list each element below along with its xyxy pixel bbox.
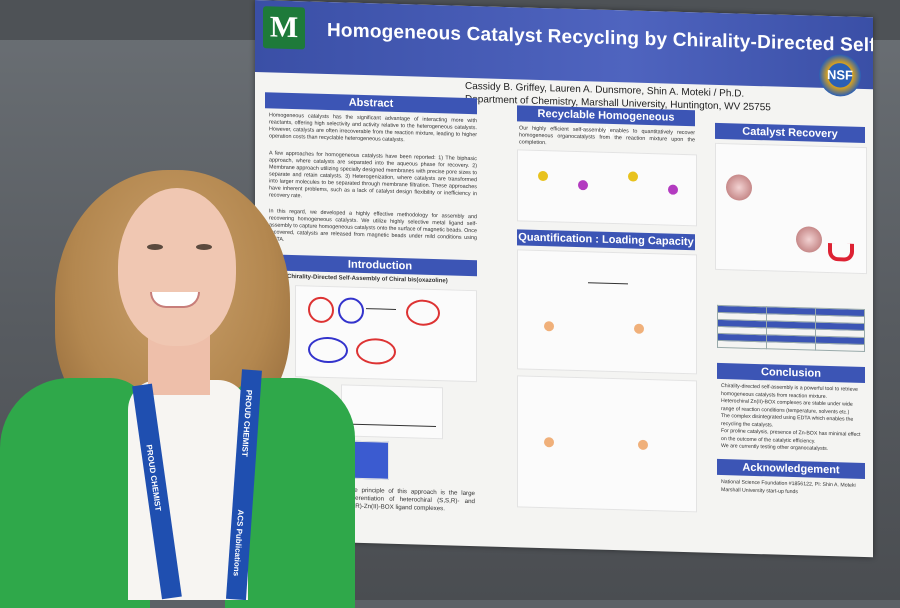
quantification-scheme-figure [517, 249, 697, 375]
recyclable-text: Our highly efficient self-assembly enabl… [519, 125, 695, 147]
intro-subtitle: Chirality-Directed Self-Assembly of Chir… [287, 273, 448, 285]
right-eye [196, 244, 212, 250]
acknowledgement-list: National Science Foundation #1856122, PI… [721, 479, 865, 498]
intro-scheme-figure [295, 285, 477, 383]
catalyst-recovery-figure [715, 142, 867, 275]
university-logo: M [263, 6, 305, 50]
lanyard-text: ACS Publications [231, 509, 246, 577]
acknowledgement-heading: Acknowledgement [717, 458, 865, 480]
nsf-logo: NSF [819, 53, 861, 97]
recovery-yield-figure [517, 375, 697, 513]
introduction-heading: Introduction [283, 254, 477, 277]
nmr-spectrum-figure [341, 384, 443, 440]
green-jacket-left [0, 378, 150, 608]
catalyst-recovery-heading: Catalyst Recovery [715, 122, 865, 144]
abstract-para-3: In this regard, we developed a highly ef… [269, 208, 477, 242]
results-table [717, 305, 865, 352]
intro-principle-text: The principle of this approach is the la… [347, 486, 475, 513]
lanyard-text: PROUD CHEMIST [239, 389, 254, 458]
conclusion-list: Chirality-directed self-assembly is a po… [721, 383, 865, 455]
abstract-para-2: A few approaches for homogeneous catalys… [269, 150, 477, 200]
abstract-para-1: Homogeneous catalysts has the significan… [269, 112, 477, 144]
abstract-heading: Abstract [265, 92, 477, 115]
left-eye [147, 244, 163, 250]
person-face [118, 188, 236, 346]
quantification-heading: Quantification : Loading Capacity [517, 229, 695, 251]
recyclable-scheme-figure [517, 149, 697, 227]
conclusion-heading: Conclusion [717, 362, 865, 384]
